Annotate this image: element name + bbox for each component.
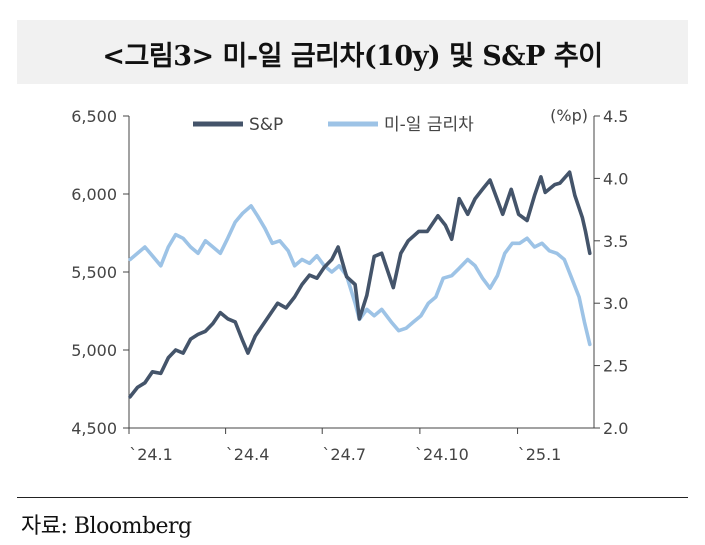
right-tick-label: 4.0 xyxy=(603,169,628,188)
left-tick-label: 6,500 xyxy=(71,107,117,126)
left-tick-label: 6,000 xyxy=(71,185,117,204)
right-tick-label: 4.5 xyxy=(603,107,628,126)
x-tick-label: `24.7 xyxy=(322,445,366,464)
legend-rate-spread-label: 미-일 금리차 xyxy=(384,115,474,135)
legend-sp-label: S&P xyxy=(249,115,283,135)
divider-line xyxy=(17,497,688,498)
right-tick-label: 2.0 xyxy=(603,419,628,438)
left-tick-label: 5,000 xyxy=(71,341,117,360)
x-tick-label: `24.10 xyxy=(415,445,469,464)
source-note: 자료: Bloomberg xyxy=(21,514,192,539)
title-bar: <그림3> 미-일 금리차(10y) 및 S&P 추이 xyxy=(17,20,688,84)
right-axis-unit: (%p) xyxy=(550,106,588,125)
right-tick-label: 3.0 xyxy=(603,294,628,313)
x-tick-label: `25.1 xyxy=(518,445,562,464)
sp-series-line xyxy=(128,170,592,399)
left-tick-label: 4,500 xyxy=(71,419,117,438)
right-tick-label: 3.5 xyxy=(603,232,628,251)
rate-spread-series-line xyxy=(128,204,592,347)
x-tick-label: `24.4 xyxy=(226,445,270,464)
x-tick-label: `24.1 xyxy=(129,445,173,464)
left-tick-label: 5,500 xyxy=(71,263,117,282)
right-tick-label: 2.5 xyxy=(603,357,628,376)
chart-title: <그림3> 미-일 금리차(10y) 및 S&P 추이 xyxy=(102,41,603,72)
